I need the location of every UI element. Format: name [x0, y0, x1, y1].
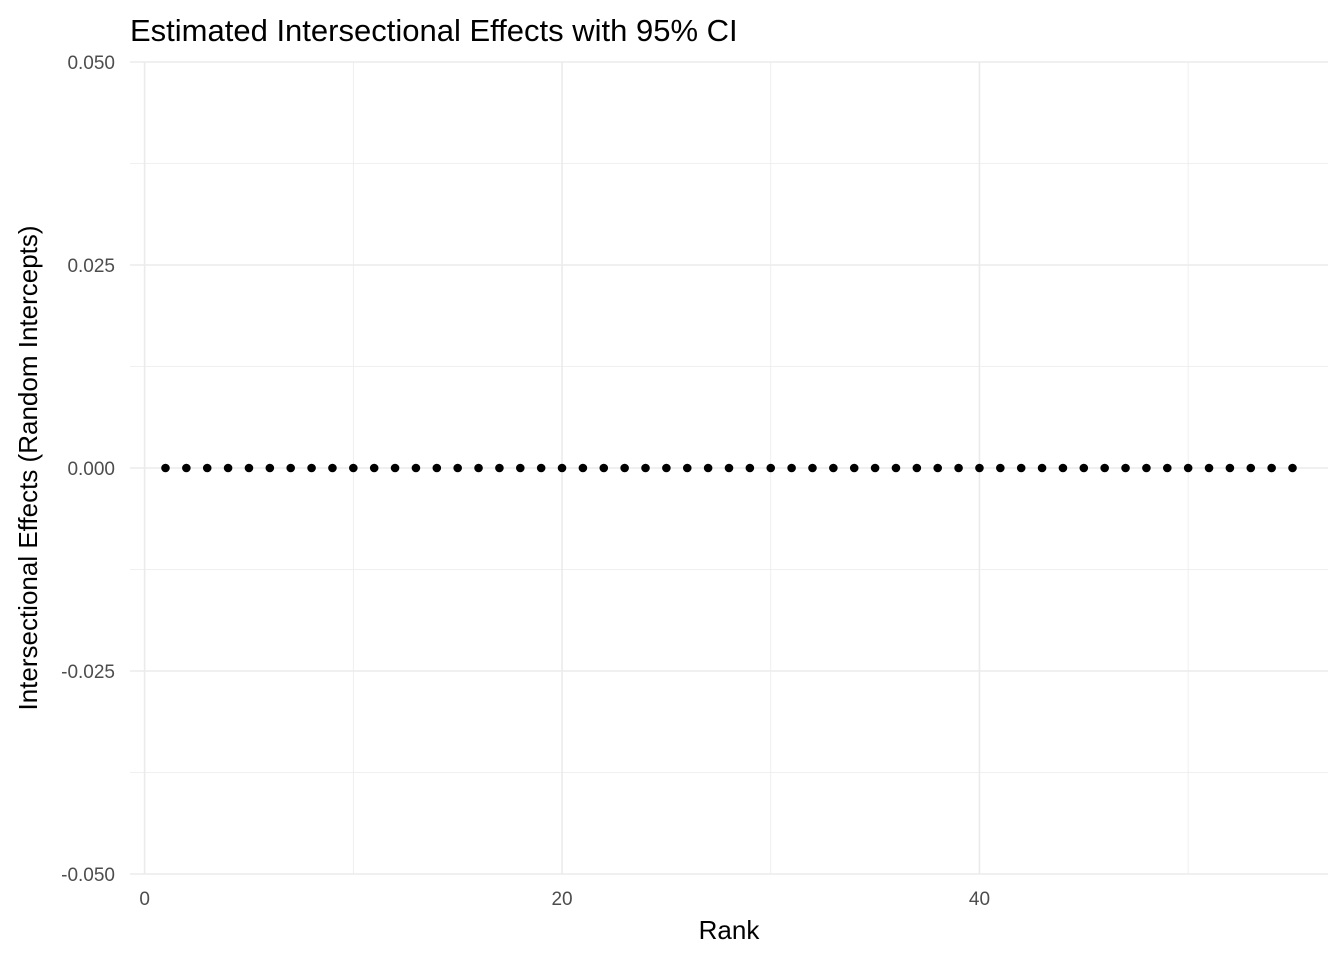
data-point: [912, 463, 922, 473]
data-point: [244, 463, 254, 473]
data-point: [870, 463, 880, 473]
data-point: [724, 463, 734, 473]
y-axis-title: Intersectional Effects (Random Intercept…: [13, 225, 43, 710]
data-point: [557, 463, 567, 473]
y-tick-label: 0.025: [67, 256, 115, 277]
data-point: [641, 463, 650, 473]
data-point: [1016, 463, 1026, 473]
data-point: [829, 463, 838, 473]
data-point: [1121, 463, 1130, 473]
data-point: [265, 463, 275, 473]
data-point: [1162, 463, 1172, 473]
data-point: [1183, 463, 1193, 473]
x-tick-label: 20: [551, 889, 572, 910]
data-point: [536, 463, 546, 473]
y-tick-label: 0.000: [67, 459, 115, 480]
data-point: [787, 463, 796, 473]
data-point: [474, 463, 483, 473]
data-point: [891, 463, 901, 473]
data-point: [202, 463, 212, 473]
y-tick-label: -0.025: [61, 662, 115, 683]
data-point: [1058, 463, 1068, 473]
chart-title: Estimated Intersectional Effects with 95…: [130, 13, 738, 48]
data-point: [620, 463, 629, 473]
data-point: [1079, 463, 1089, 473]
y-tick-label: -0.050: [61, 865, 115, 886]
data-point: [1225, 463, 1235, 473]
x-tick-label: 0: [139, 889, 150, 910]
data-point: [1142, 463, 1151, 473]
data-point: [766, 463, 776, 473]
data-point: [1246, 463, 1256, 473]
data-point: [223, 463, 233, 473]
ticks-layer: 0 20 40 -0.050 -0.025 0.000 0.025 0.050: [61, 53, 990, 910]
data-point: [808, 463, 817, 473]
data-point: [349, 463, 358, 473]
data-point: [390, 463, 400, 473]
data-point: [745, 463, 755, 473]
data-point: [307, 463, 316, 473]
data-point: [599, 463, 609, 473]
data-point: [161, 463, 170, 473]
data-point: [996, 463, 1005, 473]
x-tick-label: 40: [969, 889, 990, 910]
x-axis-title: Rank: [699, 915, 761, 945]
data-point: [1267, 463, 1276, 473]
data-point: [495, 463, 504, 473]
data-point: [1037, 463, 1047, 473]
data-point: [1288, 463, 1297, 473]
data-point: [328, 463, 337, 473]
points-layer: [161, 463, 1297, 473]
data-point: [411, 463, 421, 473]
data-point: [182, 463, 191, 473]
data-point: [453, 463, 462, 473]
data-point: [1100, 463, 1109, 473]
y-tick-label: 0.050: [67, 53, 115, 74]
data-point: [578, 463, 588, 473]
data-point: [515, 463, 525, 473]
data-point: [432, 463, 442, 473]
data-point: [682, 463, 692, 473]
data-point: [954, 463, 963, 473]
data-point: [703, 463, 713, 473]
data-point: [975, 463, 984, 473]
data-point: [1204, 463, 1214, 473]
data-point: [849, 463, 859, 473]
data-point: [369, 463, 379, 473]
data-point: [933, 463, 943, 473]
data-point: [662, 463, 671, 473]
data-point: [286, 463, 296, 473]
